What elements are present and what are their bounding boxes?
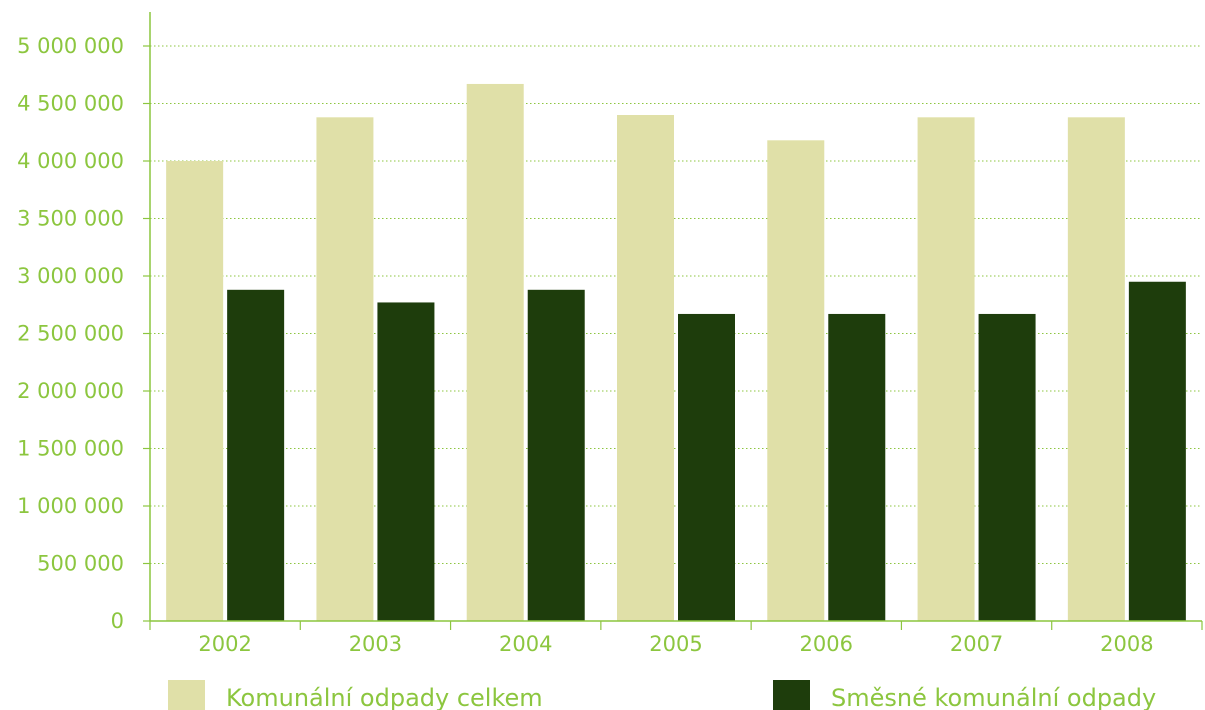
y-tick-label: 2 000 000: [17, 379, 124, 403]
x-tick-label: 2008: [1100, 632, 1153, 656]
y-tick-label: 500 000: [37, 552, 124, 576]
x-tick-label: 2003: [349, 632, 402, 656]
legend-label: Směsné komunální odpady: [831, 684, 1156, 710]
bars: [166, 83, 1186, 622]
bar-smesne-komunalni-2007: [978, 313, 1036, 621]
x-axis-ticks: 2002 2003 2004 2005 2006 2007 2008: [149, 621, 1203, 656]
x-tick-label: 2004: [499, 632, 552, 656]
grid: [150, 45, 1202, 564]
x-tick-label: 2006: [800, 632, 853, 656]
legend-swatch: [168, 680, 205, 710]
y-tick-label: 1 000 000: [17, 494, 124, 518]
bar-smesne-komunalni-2003: [377, 302, 435, 621]
bar-komunalni-celkem-2007: [917, 117, 975, 622]
legend-swatch: [773, 680, 810, 710]
bar-smesne-komunalni-2004: [527, 289, 585, 621]
bar-komunalni-celkem-2003: [316, 117, 374, 622]
y-tick-label: 0: [111, 609, 124, 633]
y-tick-label: 3 500 000: [17, 207, 124, 231]
bar-komunalni-celkem-2005: [617, 115, 674, 621]
x-tick-label: 2005: [649, 632, 702, 656]
bar-smesne-komunalni-2005: [678, 313, 735, 621]
legend: Komunální odpady celkem Směsné komunální …: [168, 680, 1156, 710]
y-tick-label: 4 500 000: [17, 92, 124, 116]
x-tick-label: 2002: [198, 632, 251, 656]
y-tick-label: 2 500 000: [17, 322, 124, 346]
bar-smesne-komunalni-2002: [227, 289, 285, 621]
bar-smesne-komunalni-2008: [1128, 281, 1186, 621]
x-tick-label: 2007: [950, 632, 1003, 656]
legend-label: Komunální odpady celkem: [226, 684, 543, 710]
bar-komunalni-celkem-2004: [466, 83, 524, 621]
y-tick-label: 5 000 000: [17, 34, 124, 58]
y-tick-label: 3 000 000: [17, 264, 124, 288]
y-axis-ticks: 0 500 000 1 000 000 1 500 000 2 000 000 2 500…: [17, 34, 150, 633]
bar-komunalni-celkem-2008: [1067, 117, 1125, 622]
bar-komunalni-celkem-2006: [767, 140, 825, 622]
y-tick-label: 4 000 000: [17, 149, 124, 173]
axes: [149, 12, 1202, 622]
bar-smesne-komunalni-2006: [828, 313, 886, 621]
bar-komunalni-celkem-2002: [166, 161, 224, 621]
y-tick-label: 1 500 000: [17, 437, 124, 461]
